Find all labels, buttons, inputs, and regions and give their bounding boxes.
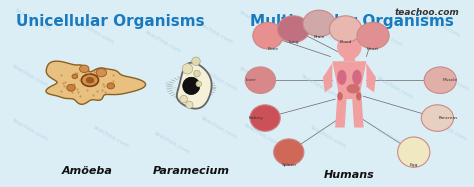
Text: Heart: Heart (367, 47, 379, 51)
Ellipse shape (80, 65, 89, 73)
Circle shape (194, 70, 201, 77)
Text: teachoo.com: teachoo.com (11, 118, 49, 143)
Text: Humans: Humans (324, 170, 375, 180)
Text: teachoo.com: teachoo.com (376, 128, 414, 152)
Text: Bone: Bone (268, 47, 279, 51)
Ellipse shape (86, 77, 94, 84)
Text: Lung: Lung (288, 40, 299, 44)
Circle shape (186, 101, 193, 108)
Text: teachoo.com: teachoo.com (394, 8, 459, 17)
Ellipse shape (352, 70, 362, 85)
Ellipse shape (357, 22, 389, 49)
Ellipse shape (245, 67, 275, 94)
Text: Kidney: Kidney (248, 116, 263, 120)
Ellipse shape (107, 83, 115, 89)
Polygon shape (183, 77, 200, 94)
Polygon shape (177, 63, 211, 109)
Text: teachoo.com: teachoo.com (154, 130, 191, 155)
FancyBboxPatch shape (344, 48, 355, 61)
Text: teachoo.com: teachoo.com (238, 9, 276, 34)
Circle shape (337, 35, 362, 59)
Text: teachoo.com: teachoo.com (196, 20, 234, 45)
Text: teachoo.com: teachoo.com (431, 118, 469, 143)
Polygon shape (335, 99, 346, 128)
Text: teachoo.com: teachoo.com (243, 123, 281, 148)
Text: teachoo.com: teachoo.com (11, 64, 49, 89)
Ellipse shape (303, 10, 335, 37)
Ellipse shape (277, 16, 310, 42)
Ellipse shape (329, 16, 362, 42)
Circle shape (182, 64, 193, 74)
Text: teachoo.com: teachoo.com (87, 71, 125, 95)
Circle shape (196, 81, 201, 87)
Text: Egg: Egg (410, 163, 418, 167)
Ellipse shape (82, 74, 99, 86)
Text: teachoo.com: teachoo.com (144, 30, 182, 55)
Text: teachoo.com: teachoo.com (300, 73, 338, 98)
Ellipse shape (424, 67, 456, 94)
Text: teachoo.com: teachoo.com (92, 125, 130, 149)
Text: Amöeba: Amöeba (62, 166, 112, 176)
Polygon shape (332, 61, 366, 99)
Text: teachoo.com: teachoo.com (310, 125, 347, 149)
Text: teachoo.com: teachoo.com (201, 68, 238, 93)
Text: teachoo.com: teachoo.com (78, 20, 116, 45)
Text: teachoo.com: teachoo.com (14, 7, 52, 32)
Ellipse shape (346, 84, 360, 94)
Text: Paramecium: Paramecium (153, 166, 230, 176)
Text: Liver: Liver (246, 78, 256, 82)
Text: teachoo.com: teachoo.com (201, 115, 238, 140)
Text: Blood: Blood (339, 40, 352, 44)
Ellipse shape (356, 92, 362, 101)
Ellipse shape (253, 22, 283, 49)
Ellipse shape (398, 137, 430, 167)
Text: teachoo.com: teachoo.com (163, 80, 201, 105)
Ellipse shape (337, 92, 343, 101)
Polygon shape (46, 61, 146, 104)
Ellipse shape (273, 139, 304, 165)
Text: Multicellular Organisms: Multicellular Organisms (250, 14, 454, 29)
Text: Spleen: Spleen (281, 163, 296, 167)
Text: teachoo.com: teachoo.com (366, 23, 404, 48)
Ellipse shape (337, 70, 346, 85)
Text: teachoo.com: teachoo.com (300, 19, 338, 43)
Ellipse shape (67, 84, 75, 91)
Polygon shape (323, 63, 332, 93)
Text: Brain: Brain (313, 35, 325, 39)
Circle shape (180, 95, 188, 103)
Ellipse shape (96, 68, 107, 77)
Ellipse shape (250, 105, 280, 131)
Text: Muscle: Muscle (442, 78, 457, 82)
Text: teachoo.com: teachoo.com (238, 66, 276, 91)
Text: teachoo.com: teachoo.com (376, 75, 414, 100)
Text: Unicellular Organisms: Unicellular Organisms (17, 14, 205, 29)
Ellipse shape (72, 74, 78, 79)
Circle shape (192, 57, 201, 65)
Text: teachoo.com: teachoo.com (423, 14, 461, 39)
Polygon shape (352, 99, 364, 128)
Ellipse shape (421, 105, 454, 131)
Text: teachoo.com: teachoo.com (433, 68, 471, 93)
Text: Pancreas: Pancreas (438, 116, 457, 120)
Polygon shape (366, 63, 376, 93)
